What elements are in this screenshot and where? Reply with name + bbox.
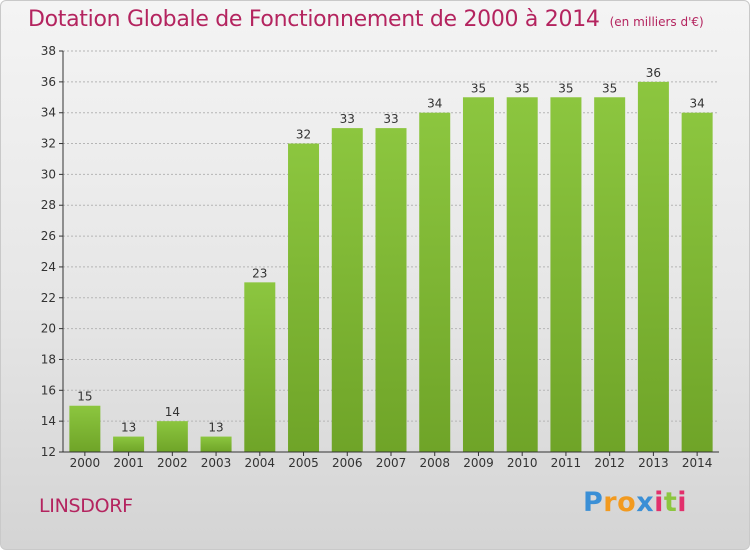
bar <box>550 97 582 453</box>
bar <box>506 97 538 453</box>
y-tick-label: 16 <box>41 383 56 397</box>
y-tick-label: 34 <box>41 106 56 120</box>
data-label: 33 <box>340 112 355 126</box>
bar <box>200 436 232 452</box>
logo-letter: i <box>677 487 688 518</box>
data-label: 35 <box>558 81 573 95</box>
x-tick-label: 2010 <box>507 456 538 470</box>
data-label: 35 <box>602 81 617 95</box>
x-tick-label: 2008 <box>419 456 450 470</box>
bar <box>331 128 363 452</box>
bar <box>113 436 145 452</box>
x-tick-label: 2014 <box>682 456 713 470</box>
y-tick-label: 22 <box>41 291 56 305</box>
data-label: 35 <box>515 81 530 95</box>
bar <box>681 112 713 452</box>
y-tick-label: 32 <box>41 137 56 151</box>
data-label: 14 <box>165 405 180 419</box>
bar <box>637 81 669 452</box>
data-label: 34 <box>427 97 442 111</box>
x-tick-label: 2003 <box>201 456 232 470</box>
logo-letter: P <box>583 487 604 518</box>
bar <box>69 405 101 452</box>
commune-name: LINSDORF <box>39 495 133 517</box>
chart-title: Dotation Globale de Fonctionnement de 20… <box>28 7 600 32</box>
x-tick-label: 2005 <box>288 456 319 470</box>
y-tick-label: 24 <box>41 260 56 274</box>
x-tick-label: 2002 <box>157 456 188 470</box>
logo-letter: o <box>617 487 637 518</box>
logo-letter: t <box>663 487 678 518</box>
y-tick-label: 26 <box>41 229 56 243</box>
proxiti-logo: Proxiti <box>583 487 687 518</box>
bar <box>156 421 188 452</box>
data-label: 35 <box>471 81 486 95</box>
x-tick-label: 2007 <box>376 456 407 470</box>
data-label: 33 <box>383 112 398 126</box>
bar <box>375 128 407 452</box>
x-tick-label: 2012 <box>594 456 625 470</box>
y-tick-label: 38 <box>41 44 56 58</box>
x-tick-label: 2006 <box>332 456 363 470</box>
x-tick-label: 2009 <box>463 456 494 470</box>
logo-letter: r <box>603 487 618 518</box>
y-tick-label: 18 <box>41 352 56 366</box>
data-label: 34 <box>689 97 704 111</box>
y-tick-label: 20 <box>41 322 56 336</box>
x-tick-label: 2000 <box>70 456 101 470</box>
data-label: 15 <box>77 390 92 404</box>
y-tick-label: 30 <box>41 167 56 181</box>
data-label: 36 <box>646 66 661 80</box>
chart-subtitle: (en milliers d'€) <box>609 15 704 29</box>
y-tick-label: 14 <box>41 414 56 428</box>
y-tick-label: 12 <box>41 445 56 459</box>
bar <box>288 143 320 453</box>
data-label: 13 <box>121 421 136 435</box>
x-tick-label: 2013 <box>638 456 669 470</box>
y-tick-label: 36 <box>41 75 56 89</box>
logo-letter: x <box>636 487 655 518</box>
x-tick-label: 2004 <box>245 456 276 470</box>
data-label: 23 <box>252 266 267 280</box>
bar <box>594 97 626 453</box>
logo-letter: i <box>654 487 664 518</box>
chart-title-block: Dotation Globale de Fonctionnement de 20… <box>28 7 704 32</box>
y-tick-label: 28 <box>41 198 56 212</box>
data-label: 32 <box>296 128 311 142</box>
bar <box>244 282 276 452</box>
bar <box>419 112 451 452</box>
data-label: 13 <box>208 421 223 435</box>
x-tick-label: 2011 <box>551 456 582 470</box>
bar <box>462 97 494 453</box>
x-tick-label: 2001 <box>113 456 144 470</box>
